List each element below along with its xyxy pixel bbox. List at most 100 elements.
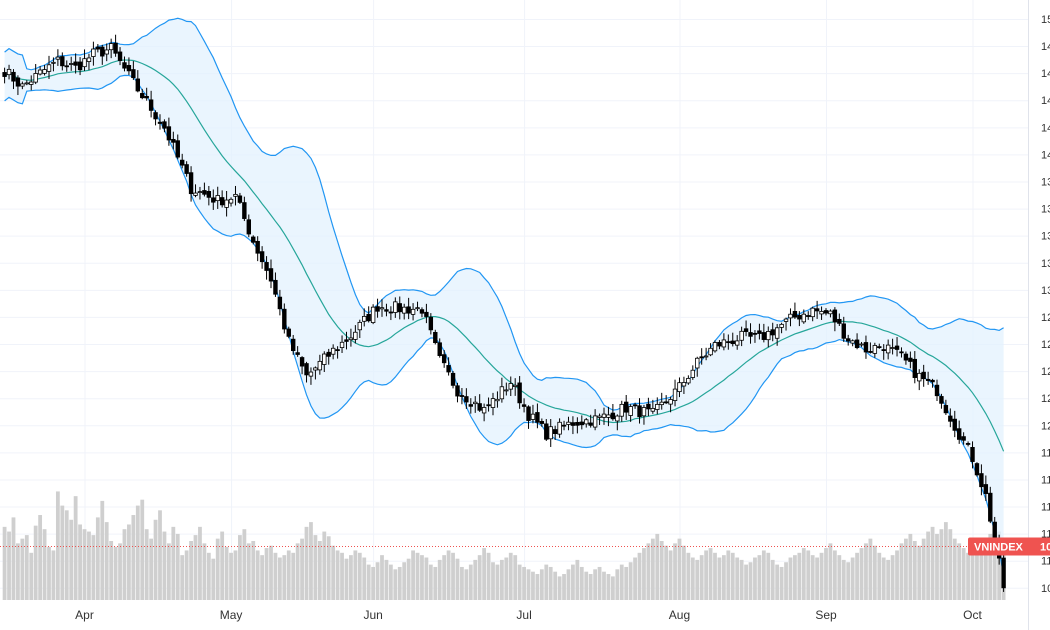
- month-tick-label: May: [220, 608, 243, 622]
- volume-bar: [224, 546, 229, 600]
- candlestick: [628, 404, 633, 422]
- candlestick: [384, 303, 389, 317]
- volume-bar: [202, 543, 207, 600]
- candlestick: [255, 236, 260, 262]
- candle-body: [268, 268, 274, 282]
- candlestick: [948, 408, 953, 428]
- candlestick: [743, 320, 749, 337]
- volume-bar: [850, 557, 855, 600]
- candlestick: [313, 366, 318, 380]
- candlestick: [655, 397, 660, 415]
- volume-bar: [717, 557, 722, 600]
- volume-bar: [384, 559, 389, 600]
- month-tick-label: Jul: [516, 608, 531, 622]
- bollinger-lower-band: [4, 74, 1005, 576]
- volume-bar: [739, 559, 744, 600]
- candlestick: [157, 114, 163, 130]
- candle-body: [286, 328, 291, 337]
- candle-body: [317, 360, 323, 371]
- candlestick: [899, 347, 904, 358]
- candle-body: [388, 311, 394, 314]
- month-tick-label: Oct: [963, 608, 982, 622]
- candlestick: [801, 309, 806, 324]
- candle-body: [77, 61, 83, 71]
- candlestick: [566, 416, 571, 431]
- candlestick: [464, 388, 469, 409]
- candle-body: [970, 447, 975, 462]
- volume-bar: [433, 566, 438, 600]
- bollinger-moving-average: [4, 59, 1005, 452]
- candlestick: [206, 185, 212, 206]
- volume-bar: [24, 535, 29, 600]
- volume-bar: [766, 552, 771, 600]
- volume-bar: [912, 541, 917, 600]
- candle-body: [2, 72, 7, 77]
- candle-body: [624, 401, 629, 413]
- candlestick: [921, 364, 926, 387]
- candlestick: [965, 441, 971, 447]
- candle-body: [277, 296, 283, 310]
- candle-body: [504, 389, 509, 392]
- candlestick: [188, 166, 194, 202]
- candle-body: [668, 399, 673, 405]
- volume-bar: [602, 571, 606, 600]
- candlestick: [814, 300, 820, 319]
- volume-bar: [193, 535, 198, 600]
- volume-bar: [206, 552, 211, 600]
- volume-bar: [437, 559, 442, 600]
- volume-bar: [983, 538, 988, 600]
- candle-body: [224, 199, 229, 208]
- volume-bar: [415, 552, 420, 600]
- volume-bar: [2, 526, 7, 600]
- candle-body: [64, 65, 69, 68]
- volume-bar: [269, 545, 273, 600]
- volume-bar: [11, 517, 16, 600]
- volume-bar: [242, 529, 247, 600]
- volume-bar: [682, 545, 686, 600]
- candle-body: [610, 412, 616, 420]
- y-tick-label: 1180: [1041, 447, 1050, 459]
- candle-body: [175, 140, 180, 158]
- volume-bar: [806, 550, 811, 600]
- y-tick-label: 1340: [1041, 231, 1050, 243]
- candlestick: [850, 339, 855, 347]
- volume-bar: [406, 558, 411, 600]
- candlestick: [15, 75, 21, 96]
- candle-body: [330, 347, 336, 355]
- candle-body: [774, 327, 780, 339]
- candlestick: [881, 344, 886, 360]
- volume-bar: [477, 555, 482, 600]
- candlestick: [459, 388, 465, 405]
- candlestick: [20, 81, 25, 90]
- candlestick: [339, 335, 345, 353]
- candle-body: [717, 342, 722, 347]
- candle-body: [104, 49, 109, 55]
- candlestick: [437, 338, 442, 358]
- candlestick: [779, 322, 784, 334]
- candlestick: [610, 403, 616, 421]
- candlestick: [1001, 550, 1006, 592]
- candlestick: [55, 49, 61, 66]
- candlestick: [131, 61, 136, 80]
- candle-body: [961, 436, 966, 441]
- volume-bar: [69, 519, 74, 600]
- volume-bar: [229, 552, 233, 600]
- candlestick: [477, 394, 482, 412]
- candlestick: [721, 333, 727, 351]
- candlestick: [513, 378, 518, 396]
- candle-body: [140, 93, 145, 99]
- candle-body: [193, 192, 198, 196]
- volume-bar: [779, 566, 784, 600]
- volume-bar: [455, 558, 460, 600]
- candlestick: [934, 379, 940, 402]
- candlestick: [499, 377, 505, 403]
- candle-body: [215, 195, 220, 202]
- volume-bar: [100, 500, 105, 600]
- candle-body: [246, 219, 251, 235]
- candlestick: [624, 394, 629, 420]
- candle-body: [513, 384, 518, 387]
- candle-body: [273, 279, 278, 295]
- candlestick: [521, 398, 527, 413]
- candlestick: [894, 337, 900, 357]
